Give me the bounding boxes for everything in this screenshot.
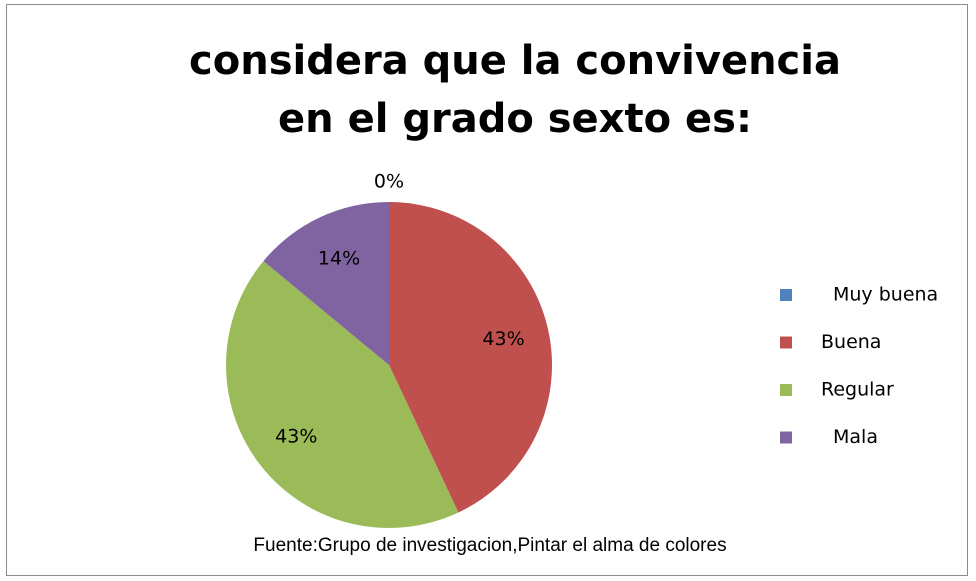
- legend-swatch: [780, 431, 792, 444]
- data-label: 43%: [275, 425, 317, 447]
- data-label: 14%: [318, 247, 360, 269]
- pie-slice: [225, 261, 459, 528]
- legend-label: Muy buena: [833, 284, 938, 306]
- legend-swatch: [780, 336, 792, 349]
- legend-label: Buena: [821, 331, 881, 353]
- chart-frame: [6, 4, 968, 576]
- pie-slice: [389, 202, 552, 513]
- legend-swatch: [780, 289, 792, 301]
- chart-title: considera que la convivencia en el grado…: [189, 38, 841, 142]
- source-note: Fuente:Grupo de investigacion,Pintar el …: [253, 535, 726, 556]
- pie-slice: [263, 202, 389, 365]
- legend-label: Regular: [821, 379, 894, 401]
- legend-swatch: [780, 384, 792, 396]
- data-label: 43%: [482, 328, 524, 350]
- legend-label: Mala: [833, 426, 878, 448]
- data-label: 0%: [374, 171, 404, 193]
